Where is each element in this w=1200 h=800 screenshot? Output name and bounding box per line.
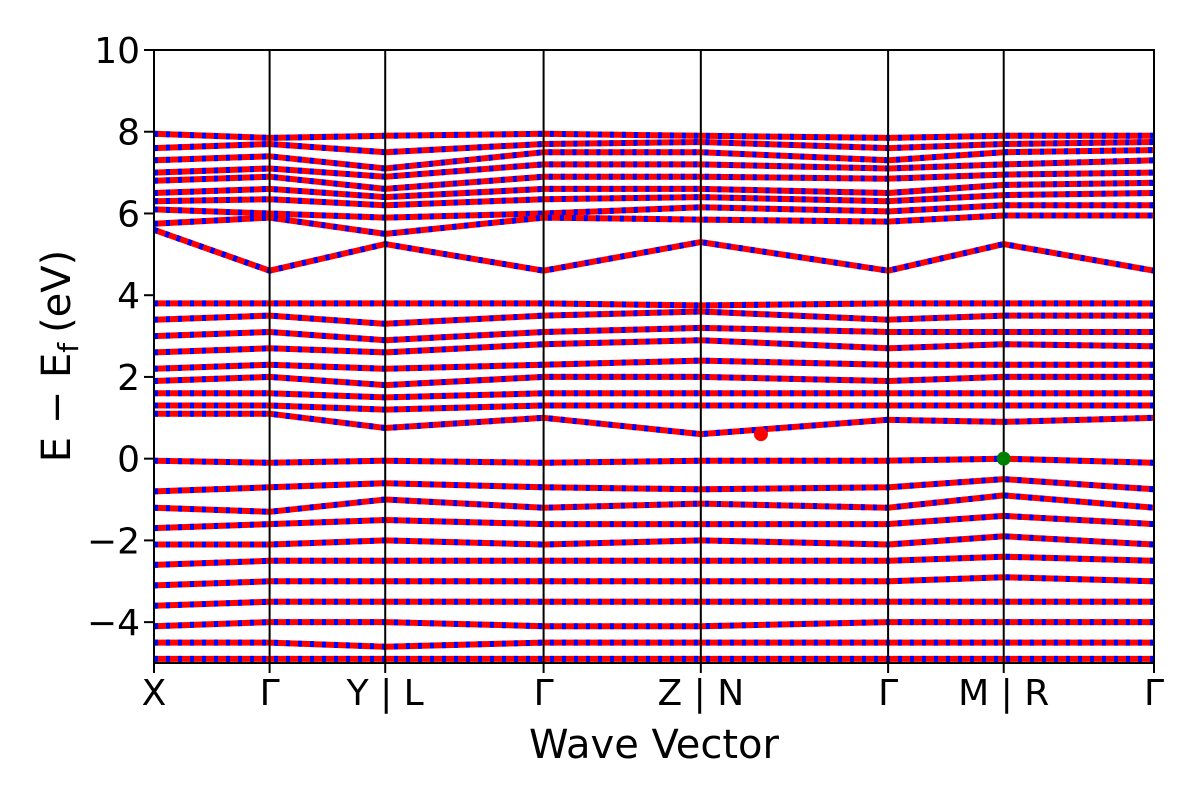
band-conduction_high-4	[153, 169, 1155, 192]
kpath-dividers	[268, 50, 1005, 663]
band-valence-26	[153, 598, 1154, 609]
band-conduction_low-13	[153, 337, 1155, 356]
band-line-spin-up	[153, 512, 1155, 532]
band-valence-22	[153, 512, 1155, 532]
y-tick-label: −4	[87, 603, 140, 644]
band-line-spin-up	[153, 179, 1155, 201]
band-conduction_high-5	[153, 179, 1155, 201]
x-tick-label: Y | L	[346, 673, 424, 714]
band-valence-23	[154, 533, 1155, 548]
x-tick-label: Γ	[534, 673, 554, 714]
band-conduction_high-0	[153, 130, 1154, 141]
y-axis-title-main: E − E	[34, 353, 80, 463]
band-conduction_low-15	[153, 373, 1154, 389]
band-valence-27	[153, 619, 1154, 630]
x-tick-label: Γ	[878, 673, 898, 714]
band-line-spin-up	[153, 324, 1154, 344]
band-line-spin-up	[153, 212, 1154, 237]
band-line-spin-up	[154, 402, 1154, 413]
y-axis-title: E − Ef (eV)	[34, 250, 85, 463]
band-conduction_low-12	[153, 324, 1154, 344]
band-conduction_low-10	[154, 300, 1154, 309]
band-line-spin-up	[152, 226, 1155, 274]
band-line-spin-up	[154, 533, 1155, 548]
band-line-spin-up	[153, 308, 1154, 327]
band-line-spin-up	[153, 190, 1155, 209]
band-line-spin-up	[153, 202, 1154, 221]
plot-frame	[153, 49, 1155, 664]
band-line-spin-up	[154, 300, 1154, 309]
x-axis-title: Wave Vector	[529, 722, 780, 768]
y-tick-label: 10	[94, 31, 140, 72]
band-line-spin-up	[153, 147, 1155, 172]
band-valence-21	[153, 492, 1155, 515]
band-line-spin-up	[153, 492, 1155, 515]
cbm-point	[753, 427, 768, 442]
band-valence-20	[153, 476, 1155, 495]
band-line-spin-up	[153, 157, 1155, 180]
band-conduction_high-3	[153, 157, 1155, 180]
band-line-spin-up	[153, 476, 1155, 495]
band-valence-19	[153, 455, 1155, 466]
band-conduction_high-1	[153, 138, 1155, 156]
y-tick-label: 6	[117, 194, 140, 235]
band-line-spin-up	[153, 574, 1155, 589]
band-line-spin-up	[154, 410, 1155, 438]
band-valence-24	[153, 553, 1155, 568]
y-tick-label: 0	[117, 440, 140, 481]
band-line-spin-up	[153, 130, 1154, 141]
vbm-point	[996, 451, 1011, 466]
y-axis-ticks: −4 −2 0 2 4 6 8 10	[87, 31, 154, 644]
band-conduction_low-16	[154, 390, 1154, 401]
band-valence-28	[154, 639, 1154, 650]
y-tick-label: −2	[87, 521, 140, 562]
x-axis-ticks: X Γ Y | L Γ Z | N Γ M | R Γ	[142, 663, 1164, 714]
band-valence-25	[153, 574, 1155, 589]
band-line-spin-up	[153, 455, 1155, 466]
band-conduction_low-11	[153, 308, 1154, 327]
y-tick-label: 8	[117, 113, 140, 154]
band-line-spin-up	[153, 169, 1155, 192]
band-conduction_high-6	[153, 190, 1155, 209]
band-conduction_low-17	[154, 402, 1154, 413]
band-conduction_low-14	[153, 357, 1154, 372]
band-conduction_high-2	[153, 147, 1155, 172]
band-conduction_low-18	[154, 410, 1155, 438]
y-axis-title-subscript: f	[52, 342, 85, 353]
band-conduction_high-9	[152, 226, 1155, 274]
band-line-spin-up	[153, 553, 1155, 568]
band-lines	[152, 130, 1155, 662]
band-line-spin-up	[153, 373, 1154, 389]
x-tick-label: X	[142, 673, 167, 714]
band-line-spin-up	[153, 357, 1154, 372]
band-line-spin-up	[153, 598, 1154, 609]
x-tick-label: M | R	[958, 673, 1049, 714]
band-conduction_high-7	[153, 202, 1154, 221]
band-line-spin-up	[154, 639, 1154, 650]
band-edge-markers	[753, 427, 1011, 466]
y-tick-label: 2	[117, 358, 140, 399]
band-line-spin-up	[153, 619, 1154, 630]
band-line-spin-up	[153, 138, 1155, 156]
x-tick-label: Z | N	[658, 673, 745, 714]
x-tick-label: Γ	[260, 673, 280, 714]
band-line-spin-up	[153, 337, 1155, 356]
x-tick-label: Γ	[1144, 673, 1164, 714]
band-line-spin-up	[154, 390, 1154, 401]
y-tick-label: 4	[117, 276, 140, 317]
y-axis-title-unit: (eV)	[34, 250, 80, 333]
band-conduction_high-8	[153, 212, 1154, 237]
